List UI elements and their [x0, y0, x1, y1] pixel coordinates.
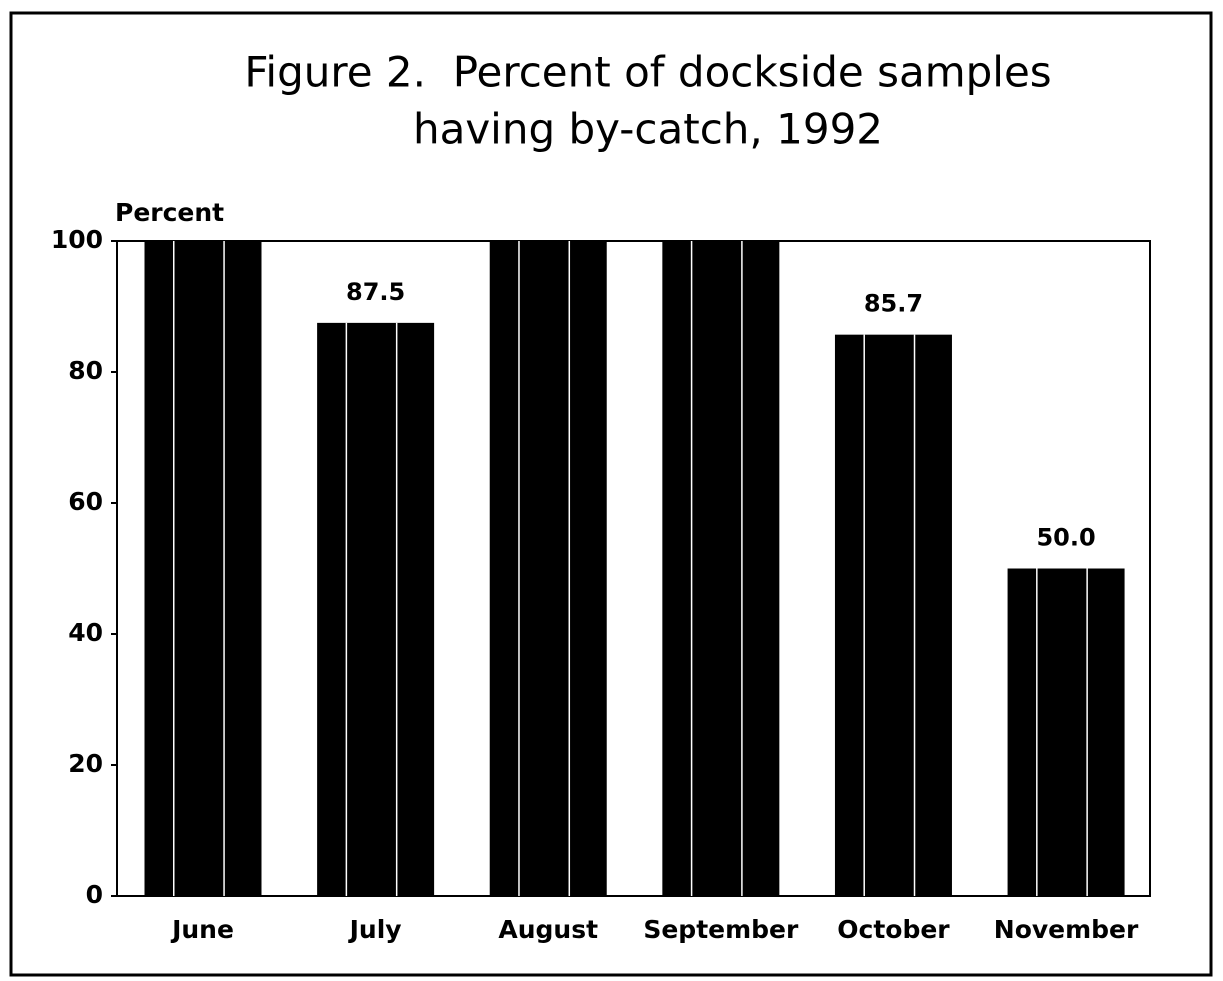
y-tick-label: 20	[68, 749, 103, 778]
bar	[834, 334, 952, 896]
y-tick-label: 100	[51, 225, 103, 254]
x-tick-label: July	[348, 915, 402, 944]
x-tick-label: November	[994, 915, 1139, 944]
value-label: 50.0	[1036, 524, 1095, 552]
x-tick-label: October	[837, 915, 950, 944]
value-label: 85.7	[864, 290, 923, 318]
chart-title: Figure 2. Percent of dockside samples	[244, 48, 1051, 97]
y-tick-label: 60	[68, 487, 103, 516]
value-label: 87.5	[346, 278, 405, 306]
y-tick-label: 0	[86, 880, 103, 909]
bar	[1007, 568, 1125, 896]
bar	[489, 241, 607, 896]
chart-title: having by-catch, 1992	[413, 105, 883, 154]
x-tick-label: August	[498, 915, 598, 944]
x-tick-label: June	[170, 915, 234, 944]
y-axis-label: Percent	[115, 198, 224, 227]
y-tick-label: 80	[68, 356, 103, 385]
y-tick-label: 40	[68, 618, 103, 647]
bar	[662, 241, 780, 896]
x-tick-label: September	[643, 915, 799, 944]
frame	[9, 11, 1213, 977]
plot-frame	[116, 240, 1151, 897]
bar	[317, 322, 435, 896]
bar	[144, 241, 262, 896]
